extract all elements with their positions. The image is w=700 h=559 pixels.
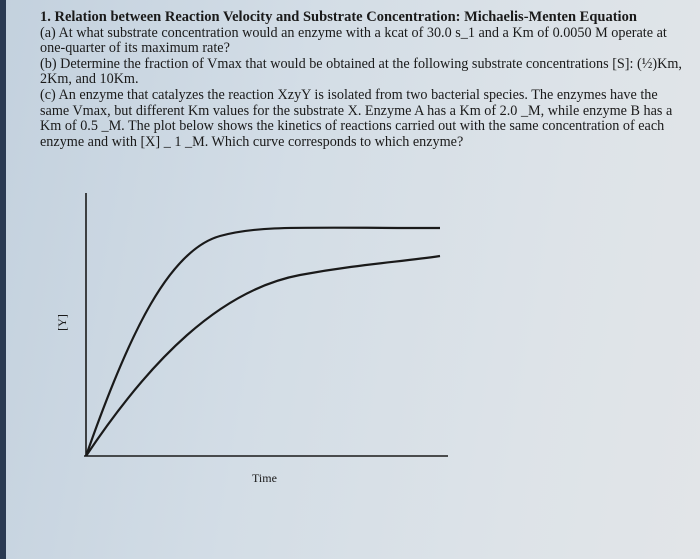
question-title: 1. Relation between Reaction Velocity an… [40,9,637,25]
page-edge [0,0,6,559]
curve-upper [84,226,441,457]
part-b: (b) Determine the fraction of Vmax that … [40,55,682,88]
part-c: (c) An enzyme that catalyzes the reactio… [40,86,673,150]
part-a: (a) At what substrate concentration woul… [40,24,667,57]
question-text: 1. Relation between Reaction Velocity an… [40,9,690,150]
x-axis-label: Time [252,471,277,485]
curve-lower [85,254,441,457]
y-axis-label: [Y] [54,314,69,331]
